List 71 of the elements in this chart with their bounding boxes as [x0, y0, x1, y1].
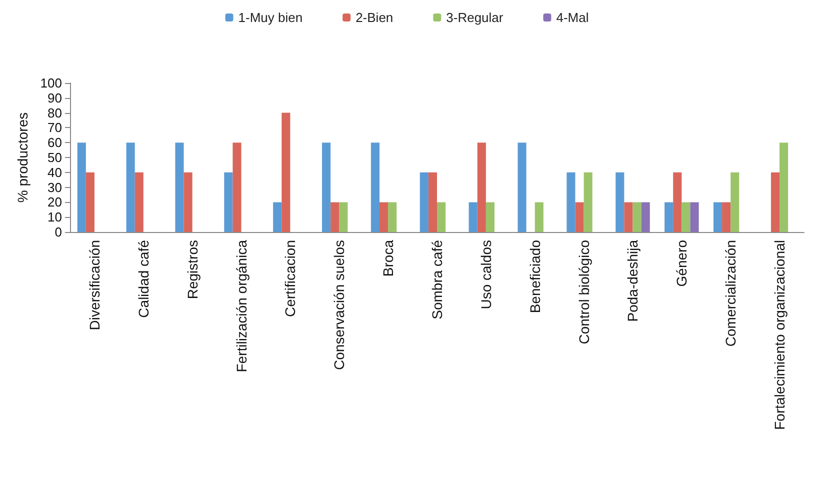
bar — [175, 142, 184, 232]
bar — [682, 202, 690, 232]
y-tick-label: 90 — [48, 90, 62, 106]
bar — [370, 142, 380, 232]
legend-label: 3-Regular — [446, 10, 504, 25]
x-tick-label: Beneficiado — [526, 240, 543, 314]
x-tick-label: Conservación suelos — [331, 240, 348, 370]
x-tick-label: Control biológico — [576, 240, 592, 344]
bar — [713, 202, 722, 232]
legend-label: 1-Muy bien — [238, 10, 303, 25]
x-tick-label: Fortalecimiento organizacional — [772, 240, 788, 430]
bar — [624, 202, 633, 232]
x-tick-label: Calidad café — [135, 240, 152, 318]
bar — [780, 142, 788, 232]
x-tick-label: Comercialización — [722, 240, 739, 347]
bar — [486, 202, 494, 232]
bar — [232, 142, 242, 232]
bar — [575, 202, 584, 232]
bar — [437, 202, 446, 232]
bar — [322, 142, 331, 232]
bar — [86, 172, 94, 232]
bar — [770, 172, 780, 232]
bar — [184, 172, 192, 232]
y-tick-label: 10 — [48, 210, 62, 225]
bar — [388, 202, 397, 232]
bar — [420, 172, 428, 232]
x-tick-label: Fertilización orgánica — [233, 240, 250, 372]
x-tick-label: Sombra café — [429, 240, 445, 320]
bar — [641, 202, 650, 232]
y-tick-label: 20 — [48, 194, 62, 210]
x-tick-label: Poda-deshija — [624, 240, 641, 322]
bar — [690, 202, 699, 232]
bar — [518, 142, 526, 232]
x-tick-label: Broca — [380, 240, 396, 277]
bar — [428, 172, 437, 232]
y-tick-label: 0 — [54, 224, 62, 240]
bar — [664, 202, 674, 232]
bar — [380, 202, 388, 232]
y-tick-label: 80 — [48, 105, 62, 120]
bar — [134, 172, 144, 232]
x-tick-label: Diversificación — [86, 240, 102, 330]
bar — [632, 202, 642, 232]
legend-label: 4-Mal — [556, 10, 589, 25]
x-tick-label: Género — [674, 240, 690, 287]
bar — [584, 172, 592, 232]
bar — [224, 172, 233, 232]
bar — [673, 172, 682, 232]
y-tick-label: 30 — [48, 180, 62, 195]
bar — [534, 202, 544, 232]
y-tick-label: 60 — [48, 135, 62, 150]
bar — [566, 172, 576, 232]
x-tick-label: Certificacion — [282, 240, 298, 318]
x-tick-label: Uso caldos — [478, 240, 494, 310]
x-tick-label: Registros — [184, 240, 200, 300]
bar — [616, 172, 624, 232]
y-tick-label: 100 — [40, 76, 62, 90]
y-tick-label: 50 — [48, 150, 62, 165]
bar — [722, 202, 731, 232]
bar — [77, 142, 86, 232]
bar — [282, 112, 290, 232]
y-axis-title: % productores — [14, 112, 30, 203]
legend-label: 2-Bien — [356, 10, 394, 25]
bar — [477, 142, 486, 232]
bar — [468, 202, 478, 232]
y-tick-label: 70 — [48, 120, 62, 136]
bar — [126, 142, 135, 232]
bar — [273, 202, 282, 232]
bar — [730, 172, 740, 232]
bar — [339, 202, 348, 232]
bar — [330, 202, 340, 232]
y-tick-label: 40 — [48, 164, 62, 180]
